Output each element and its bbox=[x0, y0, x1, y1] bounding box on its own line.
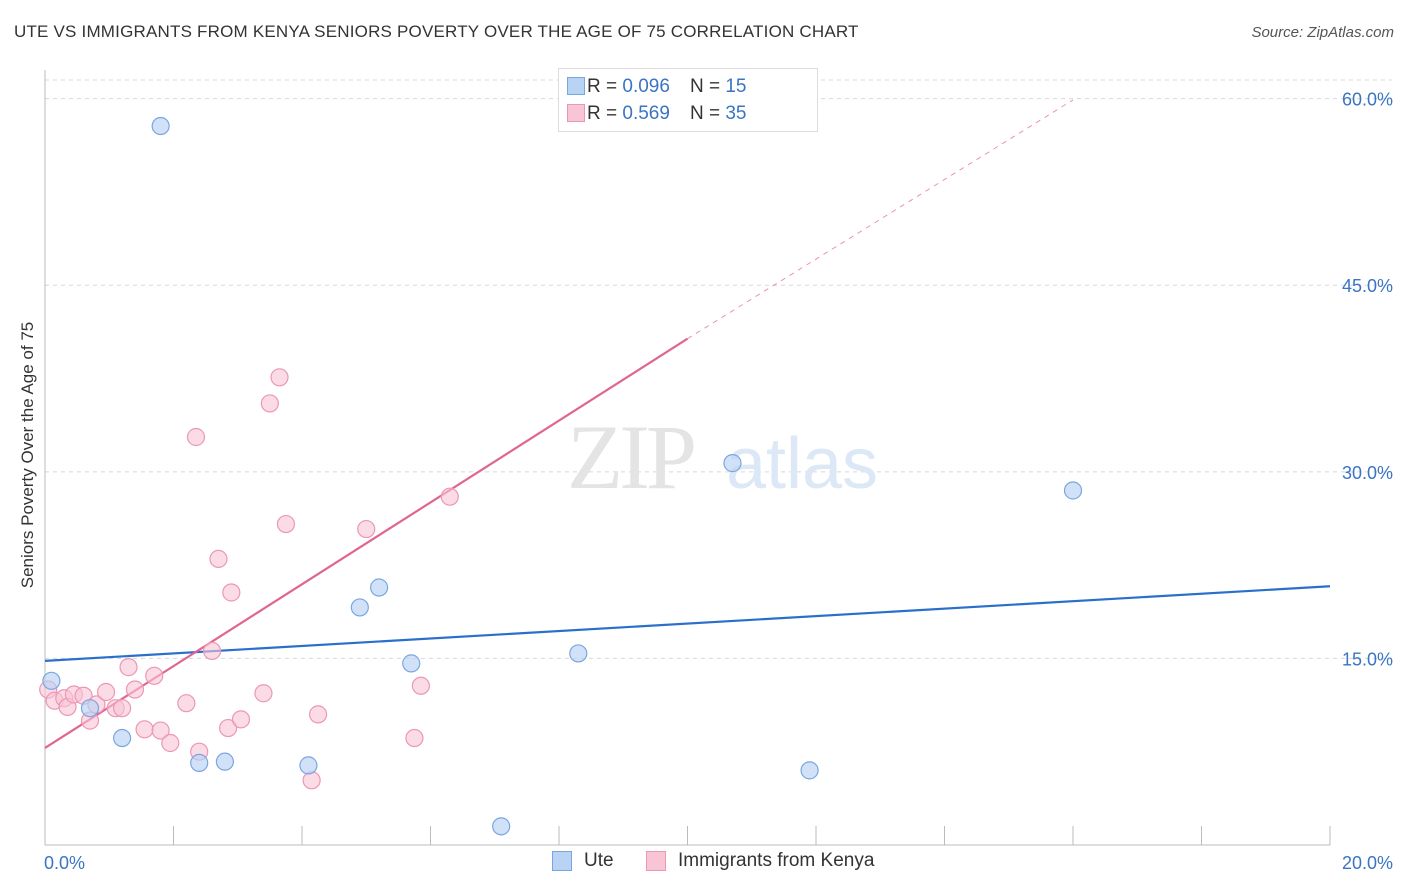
ute-point-10 bbox=[492, 817, 511, 836]
kenya-point-32 bbox=[405, 728, 424, 748]
ute-point-2 bbox=[112, 728, 132, 748]
ute-point-14 bbox=[1063, 481, 1083, 500]
ute-point-12 bbox=[723, 454, 742, 473]
series-swatch-ute bbox=[552, 851, 572, 871]
kenya-point-26 bbox=[260, 394, 279, 413]
correlation-legend: R = 0.096 N = 15 R = 0.569 N = 35 bbox=[558, 68, 818, 132]
ute-point-7 bbox=[350, 598, 369, 617]
ute-point-8 bbox=[370, 578, 389, 597]
ute-point-11 bbox=[569, 644, 588, 663]
legend-n-value-ute: 15 bbox=[725, 76, 747, 97]
ute-point-5 bbox=[215, 752, 234, 771]
ute-point-0 bbox=[42, 671, 61, 690]
kenya-point-18 bbox=[186, 427, 206, 447]
series-swatch-kenya bbox=[646, 851, 666, 871]
legend-r-value-kenya: 0.569 bbox=[622, 103, 670, 124]
kenya-point-10 bbox=[112, 699, 132, 718]
legend-r-value-ute: 0.096 bbox=[622, 76, 670, 97]
kenya-point-20 bbox=[202, 641, 222, 661]
kenya-point-13 bbox=[135, 720, 154, 739]
grid-lines bbox=[45, 79, 1392, 659]
kenya-point-25 bbox=[254, 684, 273, 703]
kenya-point-21 bbox=[209, 549, 228, 569]
kenya-point-12 bbox=[125, 680, 145, 699]
kenya-point-28 bbox=[276, 514, 296, 534]
kenya-point-34 bbox=[440, 487, 459, 506]
series-legend-ute: Ute bbox=[552, 850, 614, 872]
ute-point-4 bbox=[190, 753, 209, 773]
ute-point-9 bbox=[402, 654, 421, 673]
kenya-point-23 bbox=[222, 583, 241, 602]
legend-r-label-ute: R = bbox=[587, 76, 618, 97]
ute-point-3 bbox=[151, 116, 170, 136]
watermark-atlas: atlas bbox=[726, 424, 878, 504]
y-tick-label-30: 30.0% bbox=[1342, 463, 1393, 483]
kenya-point-33 bbox=[411, 676, 430, 695]
series-legend: Ute Immigrants from Kenya bbox=[0, 850, 1406, 878]
x-tick-label-min: 0.0% bbox=[44, 853, 85, 873]
tick-labels: 15.0% 30.0% 45.0% 60.0% 0.0% 20.0% bbox=[44, 90, 1393, 873]
series-legend-kenya: Immigrants from Kenya bbox=[646, 850, 874, 872]
kenya-point-15 bbox=[151, 721, 170, 740]
legend-swatch-ute bbox=[567, 77, 585, 95]
series-label-ute: Ute bbox=[584, 850, 614, 871]
legend-row-ute: R = 0.096 N = 15 bbox=[567, 74, 747, 100]
kenya-point-30 bbox=[308, 705, 328, 724]
legend-swatch-kenya bbox=[567, 104, 585, 122]
ute-point-6 bbox=[299, 756, 318, 775]
watermark-zip: ZIP bbox=[567, 406, 694, 508]
kenya-trend-extension bbox=[687, 99, 1074, 340]
kenya-point-8 bbox=[96, 682, 116, 702]
kenya-point-17 bbox=[177, 694, 196, 713]
kenya-point-22 bbox=[219, 718, 238, 738]
y-tick-label-15: 15.0% bbox=[1342, 649, 1393, 669]
y-tick-label-60: 60.0% bbox=[1342, 90, 1393, 110]
ute-point-1 bbox=[80, 699, 100, 718]
chart-source: Source: ZipAtlas.com bbox=[1251, 24, 1394, 41]
kenya-point-24 bbox=[231, 710, 251, 729]
kenya-points bbox=[39, 89, 581, 790]
kenya-point-14 bbox=[145, 666, 164, 685]
y-tick-label-45: 45.0% bbox=[1342, 276, 1393, 296]
kenya-point-16 bbox=[161, 733, 180, 753]
kenya-point-31 bbox=[357, 519, 376, 539]
ute-points bbox=[42, 116, 1083, 836]
kenya-point-27 bbox=[270, 368, 289, 387]
ute-trend-line bbox=[44, 585, 1331, 663]
legend-r-label-kenya: R = bbox=[587, 103, 618, 124]
legend-row-kenya: R = 0.569 N = 35 bbox=[567, 101, 747, 127]
axes bbox=[44, 70, 1331, 846]
x-tick-label-max: 20.0% bbox=[1342, 853, 1393, 873]
kenya-point-11 bbox=[119, 658, 138, 677]
ute-point-13 bbox=[800, 761, 819, 780]
legend-n-label-kenya: N = bbox=[689, 103, 721, 124]
legend-n-label-ute: N = bbox=[689, 76, 721, 97]
series-label-kenya: Immigrants from Kenya bbox=[678, 850, 875, 871]
chart-title: UTE VS IMMIGRANTS FROM KENYA SENIORS POV… bbox=[14, 22, 859, 41]
kenya-point-29 bbox=[302, 771, 321, 790]
legend-n-value-kenya: 35 bbox=[725, 103, 747, 124]
